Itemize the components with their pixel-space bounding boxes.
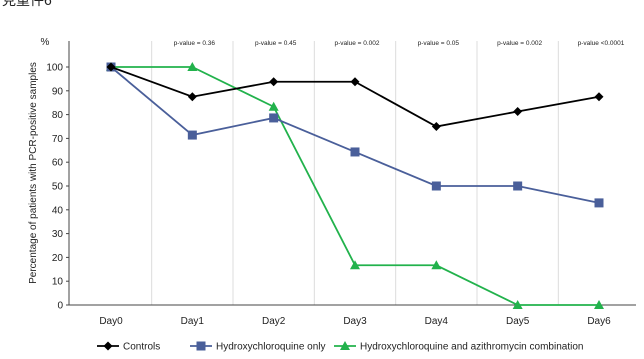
y-tick-label: 90 <box>52 86 64 97</box>
p-value-annotation: p-value = 0.05 <box>418 40 460 47</box>
series-line-1 <box>110 66 600 128</box>
p-value-annotation: p-value = 0.002 <box>335 40 380 47</box>
x-tick-label: Day1 <box>181 316 205 327</box>
y-tick-label: 60 <box>52 158 64 169</box>
data-point-3 <box>512 300 523 309</box>
data-point-3 <box>594 300 604 309</box>
x-tick-label: Day2 <box>262 316 286 327</box>
data-point-2 <box>594 198 604 208</box>
data-point-3 <box>350 260 360 270</box>
legend-marker <box>196 341 206 351</box>
legend-entry: Hydroxychloroquine only <box>216 342 326 353</box>
data-point-1 <box>350 77 360 87</box>
p-value-annotation: p-value = 0.002 <box>497 40 542 47</box>
y-tick-label: 100 <box>46 63 63 74</box>
y-tick-label: 50 <box>52 182 64 193</box>
legend-entry: Hydroxychloroquine and azithromycin comb… <box>360 342 583 353</box>
y-tick-label: 0 <box>57 301 63 312</box>
data-point-2 <box>350 147 360 157</box>
data-point-1 <box>594 92 604 102</box>
y-tick-label: 30 <box>52 229 64 240</box>
y-tick-label: 40 <box>52 205 64 216</box>
x-tick-label: Day3 <box>343 316 367 327</box>
y-axis-label: Percentage of patients with PCR-positive… <box>28 62 39 284</box>
y-tick-label: 20 <box>52 253 64 264</box>
data-point-2 <box>187 130 197 140</box>
series-line-2 <box>110 66 600 204</box>
y-tick-label: 70 <box>52 134 64 145</box>
p-value-annotation: p-value = 0.45 <box>255 40 297 47</box>
data-point-1 <box>431 122 441 131</box>
x-tick-label: Day6 <box>587 316 611 327</box>
legend-marker <box>340 341 350 350</box>
data-point-2 <box>513 181 523 191</box>
y-tick-label: 10 <box>52 277 64 288</box>
x-tick-label: Day0 <box>99 316 123 327</box>
data-point-2 <box>431 181 441 191</box>
data-point-3 <box>431 260 442 270</box>
y-tick-label: 80 <box>52 110 64 121</box>
legend-entry: Controls <box>123 342 160 353</box>
series-line-3 <box>111 66 599 306</box>
data-point-2 <box>269 113 279 123</box>
data-point-1 <box>269 77 279 87</box>
p-value-annotation: p-value = 0.36 <box>174 40 216 47</box>
p-value-annotation: p-value <0.0001 <box>578 40 625 47</box>
data-point-3 <box>187 62 198 71</box>
data-point-3 <box>268 101 279 111</box>
y-unit-label: % <box>41 37 50 48</box>
x-tick-label: Day5 <box>506 316 530 327</box>
data-point-1 <box>106 62 116 72</box>
data-point-1 <box>513 107 523 117</box>
x-tick-label: Day4 <box>425 316 449 327</box>
header-text: 見重件6 <box>2 0 52 8</box>
legend-marker <box>103 341 113 351</box>
data-point-1 <box>187 92 197 102</box>
